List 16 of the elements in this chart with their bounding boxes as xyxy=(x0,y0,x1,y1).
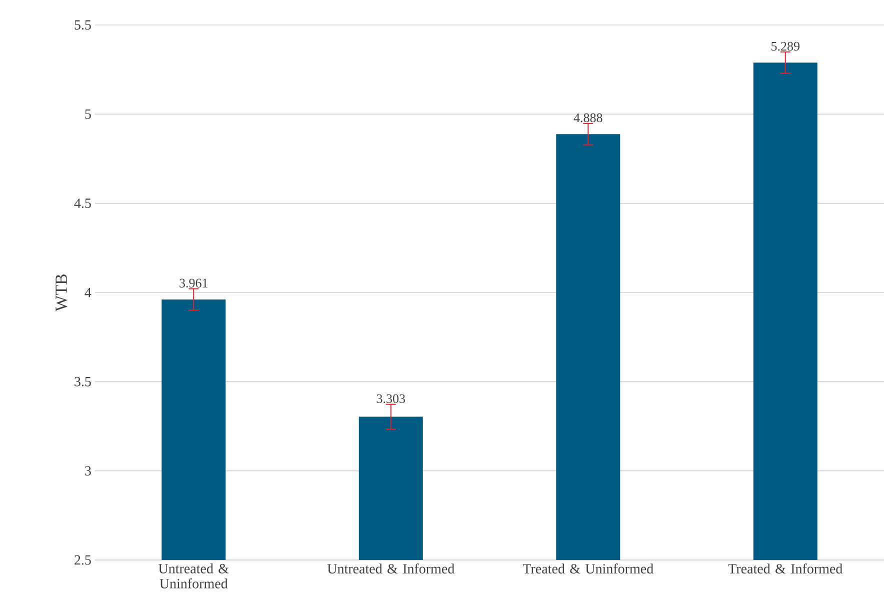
y-tick-label: 4 xyxy=(84,288,92,298)
x-tick-label: Untreated & Informed xyxy=(327,564,454,574)
y-tick-label: 2.5 xyxy=(74,555,91,565)
y-tick-label: 5.5 xyxy=(74,20,91,30)
x-tick-label: Treated & Uninformed xyxy=(522,564,654,574)
data-label: 3.303 xyxy=(376,394,405,404)
y-axis-title: WTB xyxy=(56,274,68,312)
data-label: 5.289 xyxy=(772,42,800,51)
data-label: 3.961 xyxy=(180,278,208,288)
y-tick-label: 3 xyxy=(85,466,91,476)
y-tick-label: 3.5 xyxy=(74,376,91,386)
x-tick-label: Treated & Informed xyxy=(728,564,843,574)
x-tick-label: Untreated & Uninformed xyxy=(158,564,229,588)
y-tick-label: 5 xyxy=(85,110,91,119)
data-label: 4.888 xyxy=(574,113,602,122)
y-tick-label: 4.5 xyxy=(74,198,91,208)
